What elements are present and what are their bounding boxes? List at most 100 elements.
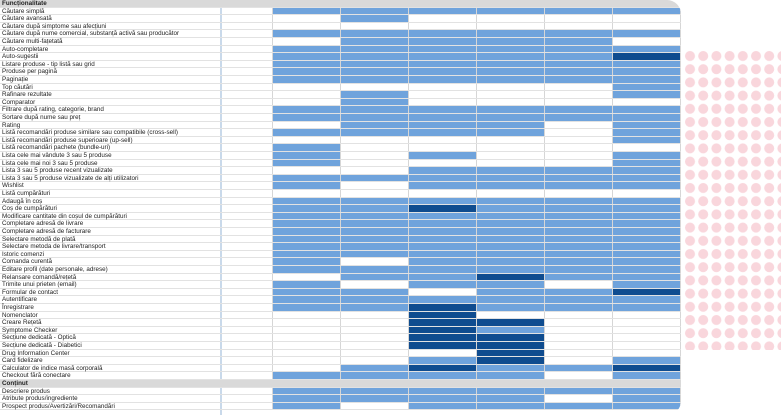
- row-label: Wishlist: [2, 182, 24, 190]
- status-cell: [273, 235, 341, 243]
- status-cell: [273, 212, 341, 220]
- status-cell: [273, 372, 341, 379]
- row-label: Istoric comenzi: [2, 250, 44, 258]
- row-label: Produse per pagină: [2, 68, 57, 76]
- row-label: Listare produse - tip listă sau grid: [2, 60, 95, 68]
- row-label: Secțiune dedicată - Diabetici: [2, 342, 82, 349]
- status-cell: [273, 197, 341, 205]
- status-cell: [341, 7, 409, 15]
- status-cell: [409, 311, 477, 319]
- row-label: Selectare metodă de plată: [2, 235, 76, 243]
- status-cell: [613, 311, 681, 319]
- status-cell: [613, 296, 681, 303]
- status-cell: [477, 182, 545, 189]
- status-cell: [477, 83, 545, 91]
- status-cell: [477, 205, 545, 212]
- status-cell: [273, 258, 341, 265]
- status-cell: [273, 174, 341, 182]
- status-cell: [273, 357, 341, 364]
- status-cell: [477, 387, 545, 395]
- spacer-cell: [222, 114, 273, 121]
- table-row: Căutare multi-fațetată: [0, 38, 681, 46]
- table-row: Checkout fără conectare: [0, 372, 681, 380]
- status-cell: [545, 159, 613, 167]
- row-label: Trimite unui prieten (email): [2, 281, 77, 289]
- status-cell: [341, 53, 409, 60]
- status-cell: [273, 98, 341, 106]
- status-cell: [477, 235, 545, 243]
- table-row: Formular de contact: [0, 288, 681, 297]
- status-cell: [273, 53, 341, 60]
- status-cell: [477, 30, 545, 37]
- table-row: Completare adresă de facturare: [0, 228, 681, 236]
- status-cell: [273, 15, 341, 22]
- status-cell: [409, 129, 477, 136]
- status-cell: [273, 311, 341, 319]
- spacer-cell: [222, 91, 273, 98]
- row-label: Listă cumpărături: [2, 190, 51, 197]
- table-row: Relansare comandă/rețetă: [0, 273, 681, 282]
- status-cell: [613, 319, 681, 326]
- status-cell: [273, 144, 341, 151]
- row-label: Listă recomandări produse similare sau c…: [2, 129, 179, 137]
- status-cell: [273, 167, 341, 174]
- table-row: Căutare după nume comercial, substanță a…: [0, 30, 681, 38]
- status-cell: [273, 205, 341, 212]
- spacer-cell: [222, 349, 273, 357]
- row-label: Autentificare: [2, 296, 38, 304]
- status-cell: [409, 182, 477, 189]
- status-cell: [341, 304, 409, 311]
- status-cell: [477, 22, 545, 30]
- status-cell: [613, 364, 681, 372]
- status-cell: [409, 22, 477, 30]
- row-label: Auto-sugestii: [2, 53, 39, 61]
- spacer-cell: [222, 205, 273, 212]
- table-row: Nomenclator: [0, 311, 681, 320]
- row-label: Filtrare după rating, categorie, brand: [2, 106, 104, 114]
- status-cell: [273, 228, 341, 235]
- status-cell: [341, 266, 409, 273]
- status-cell: [273, 190, 341, 197]
- spacer-cell: [222, 22, 273, 30]
- status-cell: [545, 136, 613, 144]
- status-cell: [409, 174, 477, 182]
- table-row: Paginație: [0, 76, 681, 84]
- status-cell: [545, 205, 613, 212]
- status-cell: [477, 98, 545, 106]
- status-cell: [545, 22, 613, 30]
- row-label: Lista cele mai vândute 3 sau 5 produse: [2, 152, 112, 159]
- table-row: Creare Rețetă: [0, 319, 681, 327]
- status-cell: [545, 288, 613, 296]
- divider: [220, 0, 222, 415]
- status-cell: [477, 91, 545, 98]
- status-cell: [273, 334, 341, 341]
- status-cell: [341, 152, 409, 159]
- status-cell: [273, 349, 341, 357]
- status-cell: [273, 121, 341, 129]
- status-cell: [273, 288, 341, 296]
- status-cell: [273, 136, 341, 144]
- status-cell: [409, 190, 477, 197]
- status-cell: [545, 372, 613, 379]
- status-cell: [341, 342, 409, 349]
- spacer-cell: [222, 7, 273, 15]
- status-cell: [613, 235, 681, 243]
- status-cell: [545, 250, 613, 258]
- status-cell: [341, 288, 409, 296]
- status-cell: [273, 45, 341, 53]
- status-cell: [341, 190, 409, 197]
- status-cell: [545, 220, 613, 227]
- status-cell: [341, 281, 409, 288]
- table-row: Listă recomandări produse similare sau c…: [0, 129, 681, 137]
- row-label: Căutare avansată: [2, 15, 52, 23]
- status-cell: [545, 197, 613, 205]
- status-cell: [273, 68, 341, 75]
- row-label: Card fidelizare: [2, 357, 43, 365]
- status-cell: [409, 197, 477, 205]
- status-cell: [545, 326, 613, 334]
- status-cell: [273, 402, 341, 410]
- row-label: Formular de contact: [2, 288, 58, 296]
- status-cell: [477, 197, 545, 205]
- status-cell: [341, 273, 409, 281]
- status-cell: [477, 334, 545, 341]
